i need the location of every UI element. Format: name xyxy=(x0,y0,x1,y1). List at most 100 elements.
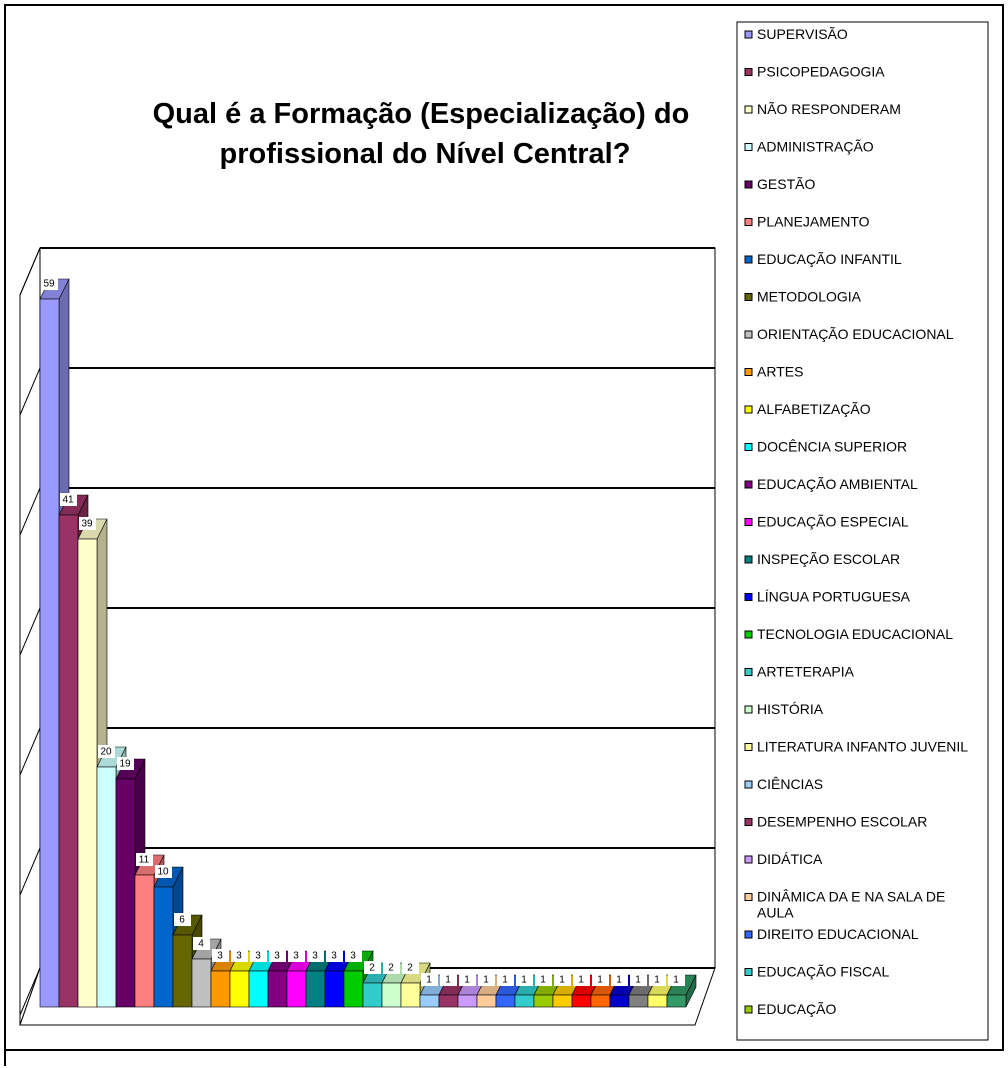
bar-front xyxy=(343,970,364,1008)
bar-front xyxy=(324,970,345,1008)
bar-front xyxy=(514,994,535,1008)
legend-label: TECNOLOGIA EDUCACIONAL xyxy=(757,626,953,642)
value-label: 3 xyxy=(236,951,242,962)
grid-line-side xyxy=(19,847,41,896)
value-label: 1 xyxy=(426,975,432,986)
value-label-bg xyxy=(307,949,324,962)
bar-front xyxy=(647,994,668,1008)
value-label-bg xyxy=(288,949,305,962)
bar-front xyxy=(533,994,554,1008)
legend-swatch xyxy=(744,143,753,151)
value-label-bg xyxy=(383,961,400,974)
chart-title: Qual é a Formação (Especialização) do pr… xyxy=(153,98,698,170)
legend-swatch xyxy=(744,518,753,526)
legend-label: DESEMPENHO ESCOLAR xyxy=(757,813,927,829)
value-label-bg xyxy=(79,517,96,530)
value-label: 1 xyxy=(464,975,470,986)
legend-label: HISTÓRIA xyxy=(757,701,824,717)
legend-swatch xyxy=(744,330,753,339)
bar-front xyxy=(495,994,516,1008)
value-label: 3 xyxy=(293,951,299,962)
value-label: 1 xyxy=(578,975,584,986)
legend-label: CIÊNCIAS xyxy=(757,776,823,792)
value-label: 2 xyxy=(369,963,375,974)
legend-label: ARTETERAPIA xyxy=(757,663,855,679)
value-label: 3 xyxy=(274,951,280,962)
value-label: 19 xyxy=(119,759,131,770)
legend-label: PSICOPEDAGOGIA xyxy=(757,63,885,79)
value-label-bg xyxy=(459,973,476,986)
legend-swatch xyxy=(744,30,753,39)
value-label-bg xyxy=(136,853,153,866)
bar-front xyxy=(286,970,307,1008)
legend-label: LÍNGUA PORTUGUESA xyxy=(757,588,911,604)
value-label-bg xyxy=(440,973,457,986)
bar-front xyxy=(191,958,212,1008)
value-label-bg xyxy=(554,973,571,986)
legend-label: DINÂMICA DA E NA SALA DE AULA xyxy=(757,888,949,920)
value-label-bg xyxy=(98,745,115,758)
bar-front xyxy=(552,994,573,1008)
value-label: 2 xyxy=(407,963,413,974)
bar-front xyxy=(305,970,326,1008)
grid-line-side xyxy=(19,487,41,536)
bar-front xyxy=(248,970,269,1008)
bar-front xyxy=(419,994,440,1008)
legend-label: NÃO RESPONDERAM xyxy=(757,101,901,117)
value-label: 3 xyxy=(350,951,356,962)
value-label-bg xyxy=(497,973,514,986)
bar-front xyxy=(77,538,98,1008)
legend-swatch xyxy=(744,443,753,451)
legend-label: METODOLOGIA xyxy=(757,288,862,304)
value-label-bg xyxy=(41,277,58,290)
value-label: 3 xyxy=(312,951,318,962)
value-label-bg xyxy=(592,973,609,986)
legend-label: EDUCAÇÃO xyxy=(757,1001,836,1017)
legend-label: ARTES xyxy=(757,363,803,379)
bar-front xyxy=(96,766,117,1008)
value-label-bg xyxy=(421,973,438,986)
legend-label: DIREITO EDUCACIONAL xyxy=(757,926,919,942)
grid-line-side xyxy=(19,967,41,1016)
legend-label: INSPEÇÃO ESCOLAR xyxy=(757,551,900,567)
value-label-bg xyxy=(117,757,134,770)
value-label-bg xyxy=(402,961,419,974)
legend-label: EDUCAÇÃO ESPECIAL xyxy=(757,513,909,529)
value-label-bg xyxy=(155,865,172,878)
legend-swatch xyxy=(744,630,753,639)
legend-swatch xyxy=(744,668,753,676)
legend-label: DOCÊNCIA SUPERIOR xyxy=(757,438,907,454)
value-label: 39 xyxy=(81,519,93,530)
bar-front xyxy=(438,994,459,1008)
bar-front xyxy=(172,934,193,1008)
value-label-bg xyxy=(364,961,381,974)
value-label: 4 xyxy=(198,939,204,950)
grid-line-side xyxy=(19,247,41,296)
legend-swatch xyxy=(744,968,753,976)
value-label: 1 xyxy=(521,975,527,986)
value-label-bg xyxy=(630,973,647,986)
grid-line-side xyxy=(19,727,41,776)
bar-front xyxy=(628,994,649,1008)
value-label-bg xyxy=(573,973,590,986)
value-label-bg xyxy=(668,973,685,986)
bar-front xyxy=(457,994,478,1008)
value-label: 1 xyxy=(616,975,622,986)
legend-swatch xyxy=(744,1005,753,1014)
grid-line-side xyxy=(19,607,41,656)
legend-label: SUPERVISÃO xyxy=(757,26,848,42)
bar-front xyxy=(571,994,592,1008)
bar-front xyxy=(400,982,421,1008)
value-label: 20 xyxy=(100,747,112,758)
value-label-bg xyxy=(212,949,229,962)
bar-front xyxy=(39,298,60,1008)
value-label-bg xyxy=(326,949,343,962)
grid-line-side xyxy=(19,367,41,416)
legend-swatch xyxy=(744,555,753,564)
legend-swatch xyxy=(744,293,753,301)
value-label: 1 xyxy=(483,975,489,986)
bar-front xyxy=(58,514,79,1008)
bar-front xyxy=(666,994,687,1008)
value-label-bg xyxy=(649,973,666,986)
